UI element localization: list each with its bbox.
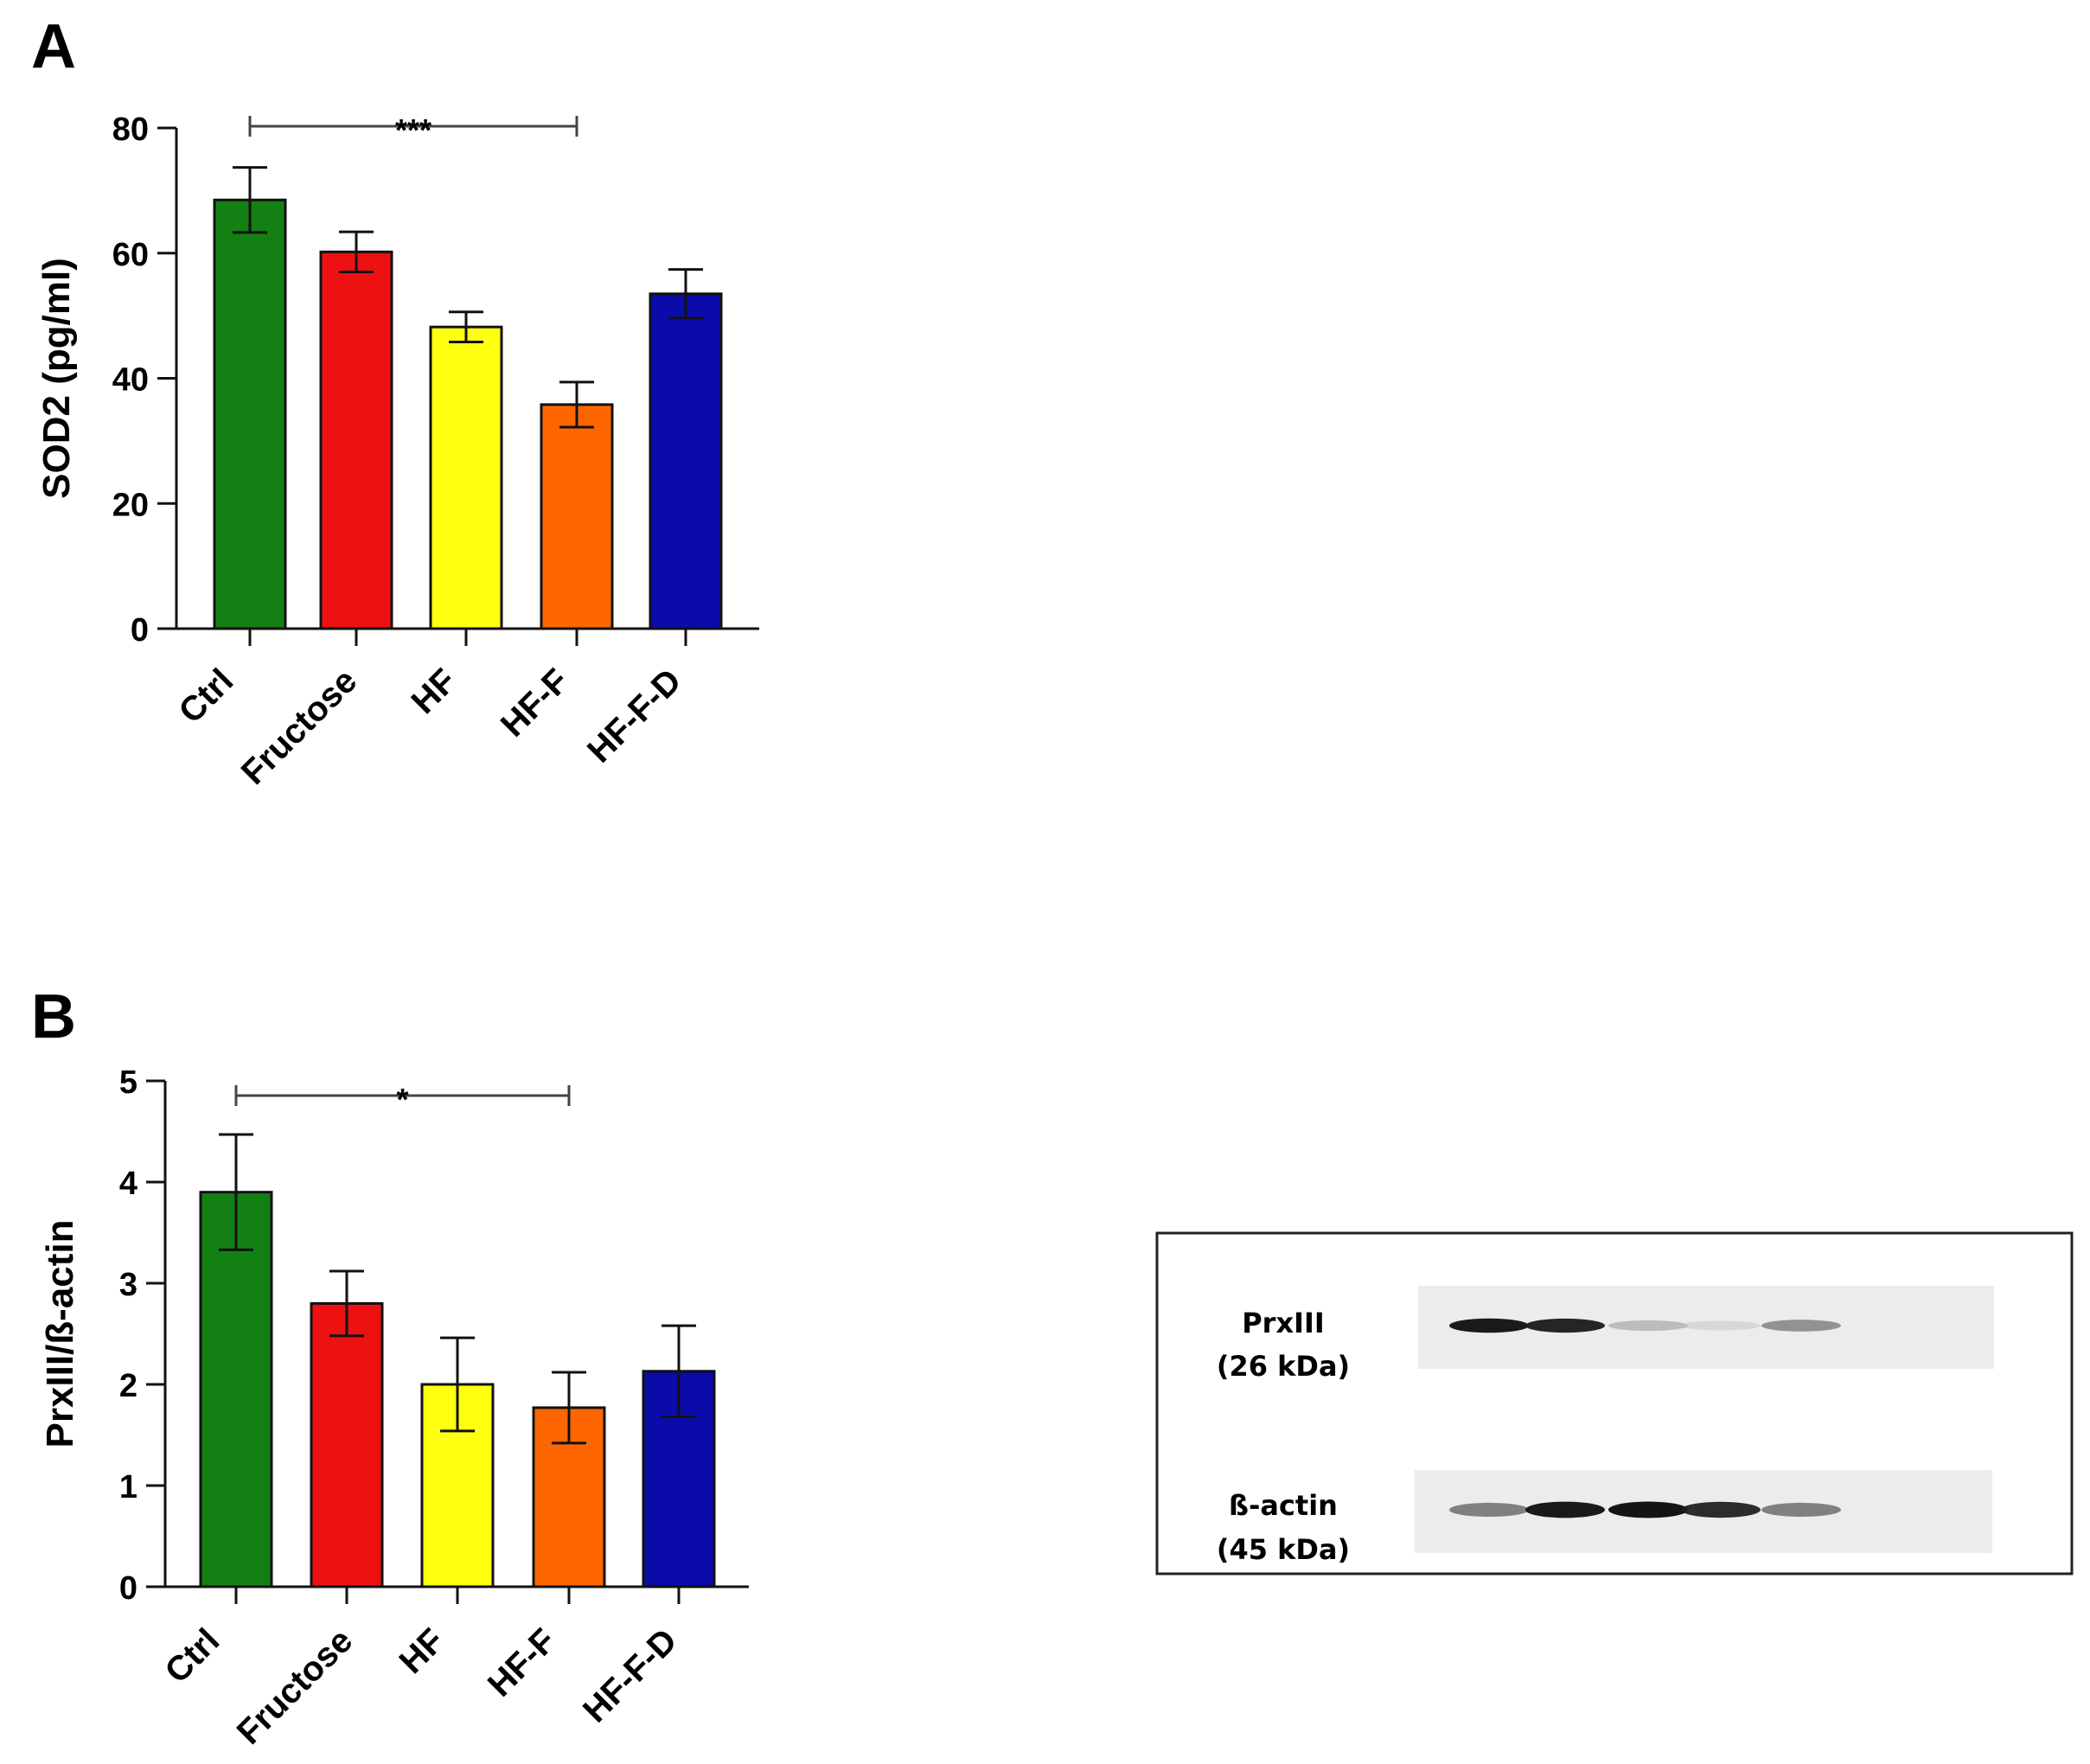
- blot-band: [1681, 1501, 1761, 1518]
- x-tick-label: HF-F: [494, 662, 577, 745]
- western-blot: PrxIII (26 kDa) ß-actin (45 kDa): [1155, 1231, 2074, 1575]
- blot-row-1-name: PrxIII: [1242, 1307, 1325, 1339]
- significance-label: *: [396, 1082, 408, 1117]
- x-tick-label: Fructose: [234, 662, 365, 792]
- blot-band: [1608, 1501, 1688, 1518]
- x-tick-label: Fructose: [230, 1621, 361, 1752]
- bar-ctrl: [213, 198, 287, 630]
- y-tick-label: 20: [112, 487, 149, 523]
- blot-band: [1525, 1318, 1605, 1333]
- x-tick-label: Ctrl: [172, 662, 241, 731]
- panel-letter-b: B: [31, 982, 76, 1051]
- blot-row-1-size: (26 kDa): [1217, 1350, 1350, 1383]
- y-tick-label: 2: [119, 1368, 137, 1404]
- blot-band: [1761, 1320, 1841, 1332]
- y-tick-label: 40: [112, 362, 149, 399]
- blot-row-2-name: ß-actin: [1229, 1489, 1338, 1522]
- y-axis-label: PrxIII/ß-actin: [39, 1219, 81, 1448]
- bar-hf-f: [540, 403, 614, 630]
- bar-fructose: [310, 1301, 384, 1588]
- y-tick-label: 0: [119, 1570, 137, 1607]
- blot-band: [1608, 1320, 1688, 1332]
- y-tick-label: 1: [119, 1469, 137, 1505]
- x-tick-label: HF-F: [481, 1621, 564, 1704]
- bar-hf-f-d: [649, 292, 723, 630]
- blot-band: [1449, 1318, 1529, 1333]
- blot-band: [1681, 1320, 1761, 1331]
- blot-band: [1449, 1502, 1529, 1518]
- x-tick-label: HF-F-D: [580, 662, 688, 770]
- panel-letter-a: A: [31, 12, 76, 81]
- bar-hf: [429, 325, 503, 630]
- y-tick-label: 0: [131, 612, 149, 649]
- blot-band: [1525, 1501, 1605, 1518]
- x-tick-label: HF-F-D: [576, 1621, 684, 1729]
- blot-band: [1761, 1502, 1841, 1518]
- blot-strips: [1415, 1286, 1994, 1553]
- x-tick-label: HF: [405, 662, 464, 721]
- chart-b: 0 1 2 3 4 5 PrxIII/ß-actin Ctrl Fructose HF HF-F HF…: [39, 1064, 749, 1752]
- bar-fructose: [319, 250, 393, 630]
- x-tick-label: Ctrl: [158, 1621, 227, 1690]
- blot-row-2-size: (45 kDa): [1217, 1533, 1350, 1566]
- x-tick-label: HF: [393, 1621, 452, 1681]
- y-tick-label: 5: [119, 1064, 137, 1101]
- y-tick-label: 60: [112, 237, 149, 273]
- y-tick-label: 80: [112, 112, 149, 148]
- y-axis-label: SOD2 (pg/ml): [35, 258, 78, 499]
- y-tick-label: 4: [119, 1166, 137, 1202]
- significance-label: ***: [395, 112, 431, 148]
- bar-ctrl: [199, 1191, 273, 1588]
- y-tick-label: 3: [119, 1267, 137, 1303]
